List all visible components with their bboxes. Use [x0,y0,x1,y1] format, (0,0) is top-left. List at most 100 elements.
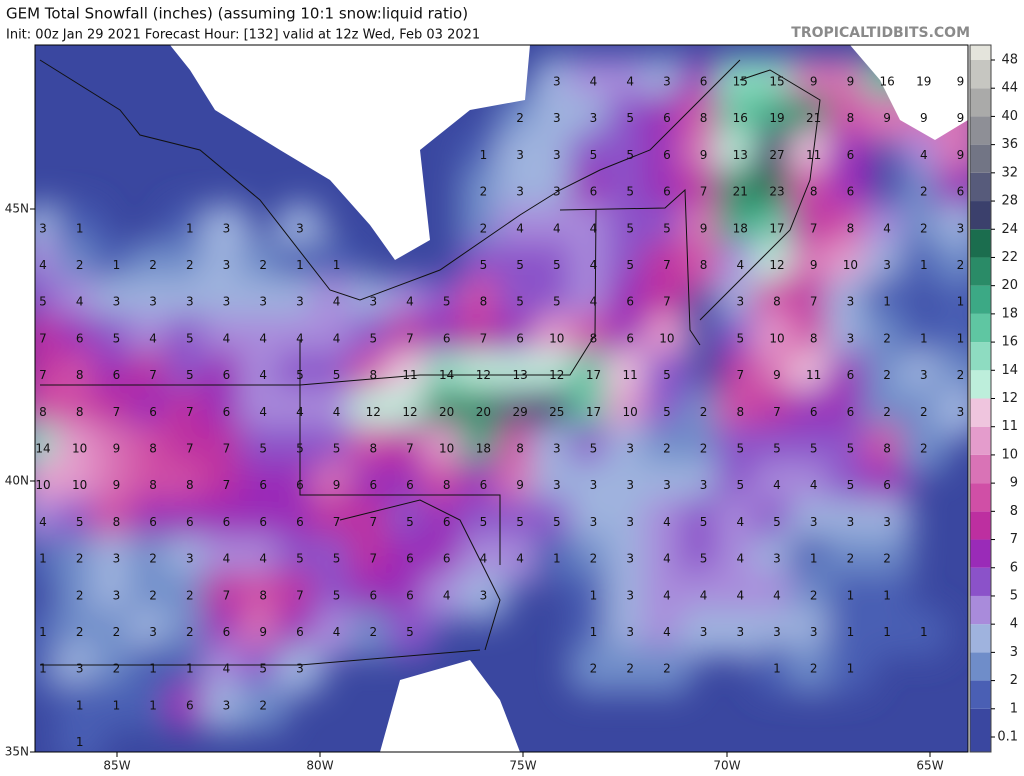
snowfall-value: 5 [443,295,451,309]
snowfall-value: 6 [406,588,414,602]
snowfall-value: 4 [516,552,524,566]
snowfall-value: 8 [186,478,194,492]
snow-cell [384,276,436,329]
snow-cell [127,606,180,659]
lon-label: 75W [509,759,536,773]
snowfall-value: 3 [553,148,561,162]
snowfall-value: 5 [626,258,634,272]
snowfall-value: 1 [883,588,891,602]
snowfall-value: 4 [296,331,304,345]
snowfall-value: 2 [810,588,818,602]
snowfall-value: 3 [296,221,304,235]
snowfall-value: 7 [223,442,231,456]
snowfall-value: 14 [439,368,454,382]
snowfall-value: 2 [259,258,267,272]
snow-cell [310,312,363,365]
snow-cell [90,276,143,329]
colorbar-label: 36 [1001,137,1018,152]
snowfall-value: 5 [186,331,194,345]
snowfall-value: 4 [663,588,671,602]
snowfall-value: 6 [883,478,891,492]
snow-cell [237,643,290,696]
snow-cell [897,312,950,365]
snow-cell [310,533,363,586]
snow-cell [787,202,840,255]
snowfall-value: 5 [626,111,634,125]
snowfall-value: 2 [883,368,891,382]
snow-cell [200,459,253,512]
colorbar-label: 8 [1010,504,1018,519]
snowfall-value: 3 [113,552,121,566]
snow-cell [494,239,547,292]
snowfall-value: 1 [39,552,47,566]
snowfall-value: 5 [259,662,267,676]
snow-cell [310,386,363,439]
snowfall-value: 5 [480,515,488,529]
snowfall-value: 1 [296,258,304,272]
snowfall-value: 4 [883,221,891,235]
snow-cell [567,423,620,475]
snow-cell [347,349,400,402]
colorbar-label: 14 [1001,363,1018,378]
snow-cell [237,679,290,732]
snowfall-value: 3 [773,552,781,566]
snow-cell [604,606,657,659]
snowfall-value: 12 [549,368,564,382]
snowfall-value: 3 [516,148,524,162]
snowfall-value: 6 [847,405,855,419]
snowfall-value: 2 [369,625,377,639]
snow-cell [273,239,326,292]
snowfall-value: 14 [35,442,50,456]
snow-cell [273,312,326,365]
snow-cell [714,349,767,402]
snowfall-value: 4 [259,331,267,345]
snowfall-value: 4 [920,148,928,162]
snow-cell [494,459,547,512]
colorbar-segment [970,88,991,117]
snow-cell [897,166,950,219]
snow-cell [824,56,877,108]
snowfall-value: 6 [443,552,451,566]
colorbar-segment [970,60,991,89]
snowfall-value: 4 [259,552,267,566]
snowfall-value: 3 [590,111,598,125]
snow-cell [163,569,216,622]
snow-cell [897,349,950,402]
snowfall-value: 3 [847,515,855,529]
snowfall-value: 4 [773,478,781,492]
snow-cell [604,202,657,255]
snowfall-value: 6 [186,698,194,712]
snow-cell [384,569,436,622]
snowfall-value: 10 [72,478,87,492]
snowfall-value: 2 [149,552,157,566]
snowfall-value: 2 [700,405,708,419]
snow-cell [163,276,216,329]
snow-cell [751,533,803,586]
axes: 85W 80W 75W 70W 65W 45N 40N 35N [5,202,944,773]
snow-cell [751,569,803,622]
snow-cell [200,312,253,365]
snowfall-value: 4 [590,295,598,309]
snowfall-value: 4 [700,588,708,602]
snowfall-value: 4 [516,221,524,235]
snowfall-value: 9 [810,75,818,89]
colorbar-bottom [970,737,991,752]
no-data-south [380,660,520,752]
snowfall-value: 3 [113,588,121,602]
snowfall-value: 2 [590,662,598,676]
snowfall-value: 6 [149,405,157,419]
snow-cell [787,129,840,182]
snowfall-value: 1 [553,552,561,566]
snowfall-value: 6 [957,185,965,199]
snowfall-value: 3 [626,588,634,602]
snowfall-value: 6 [406,478,414,492]
snowfall-value: 3 [883,258,891,272]
snow-cell [640,459,693,512]
snow-cell [530,202,583,255]
snow-cell [751,276,803,329]
snowfall-value: 8 [369,442,377,456]
snowfall-value: 3 [223,698,231,712]
snow-cell [310,496,363,549]
snow-cell [677,496,730,549]
snowfall-value: 7 [39,368,47,382]
